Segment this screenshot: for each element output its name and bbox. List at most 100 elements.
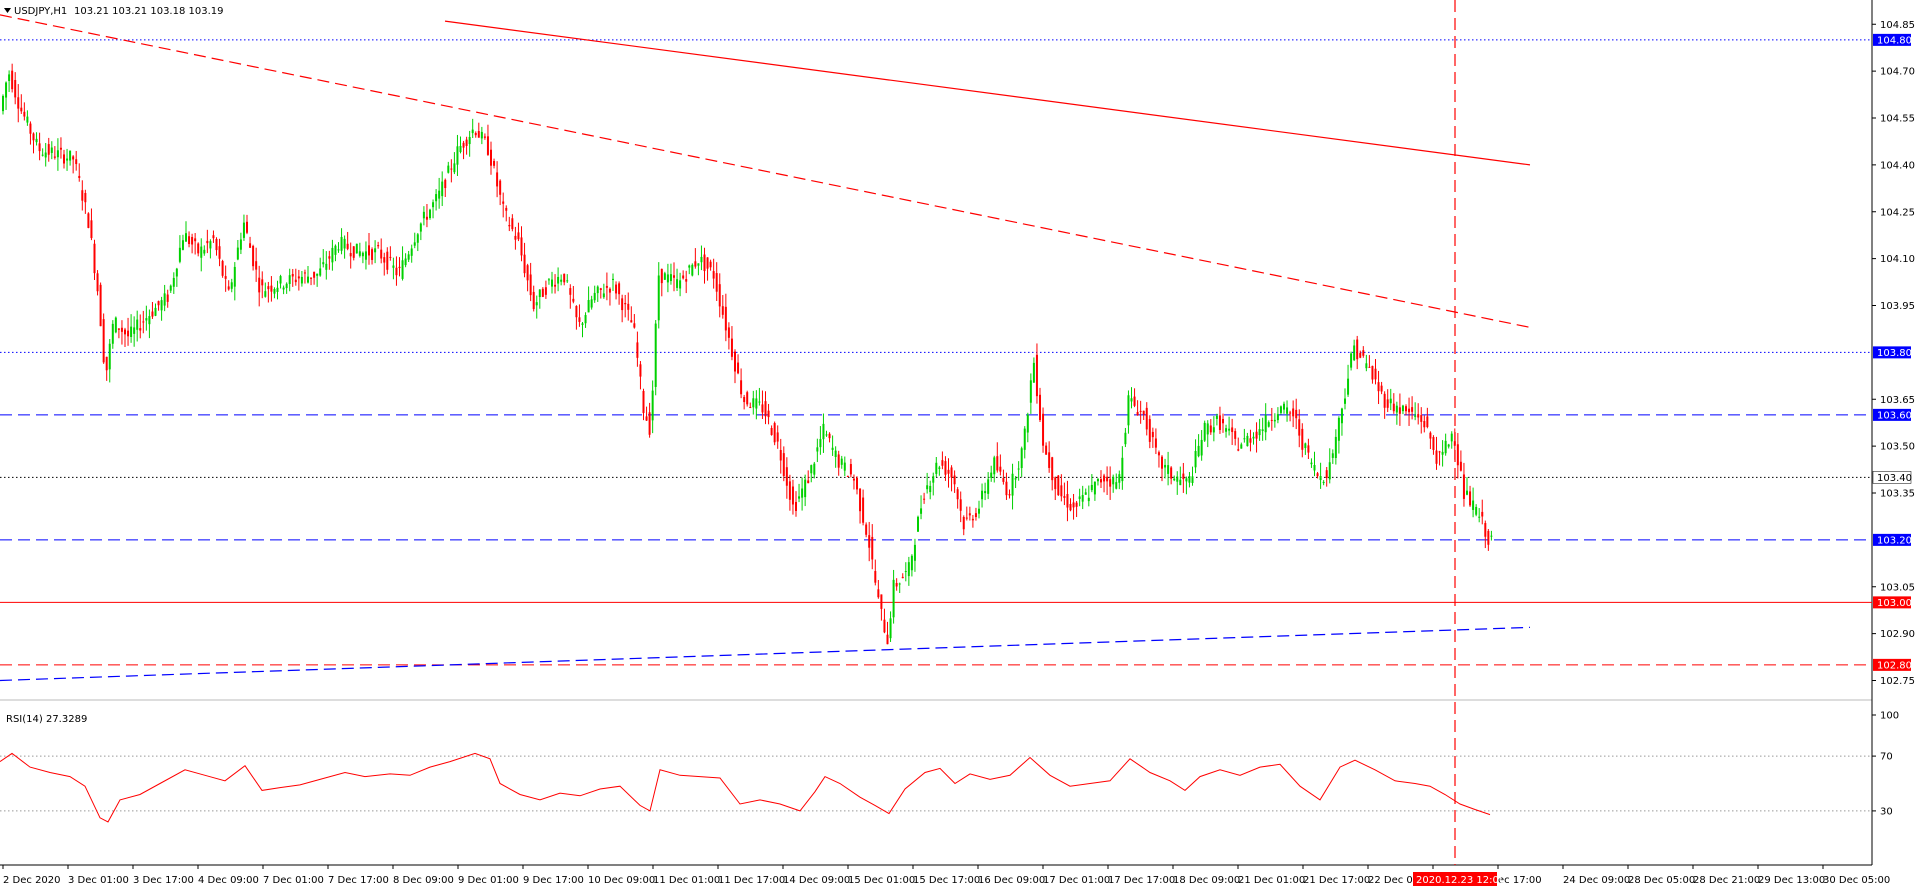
candle-body bbox=[84, 192, 87, 203]
candle-body bbox=[1176, 476, 1179, 482]
candle-body bbox=[1310, 462, 1313, 465]
time-tick-label: 9 Dec 01:00 bbox=[458, 875, 519, 886]
candle-body bbox=[1069, 503, 1072, 511]
candle-body bbox=[865, 524, 868, 535]
time-tick-label: 15 Dec 17:00 bbox=[913, 875, 980, 886]
rsi-line bbox=[0, 752, 1491, 823]
candle-body bbox=[392, 265, 395, 268]
candle-body bbox=[194, 238, 197, 242]
candle-body bbox=[41, 154, 44, 156]
time-tick-label: 4 Dec 09:00 bbox=[198, 875, 259, 886]
candle-body bbox=[1389, 398, 1392, 404]
price-tick-label: 104.85 bbox=[1880, 20, 1915, 31]
candle-body bbox=[633, 323, 636, 328]
candle-body bbox=[1487, 530, 1490, 545]
candle-body bbox=[1447, 444, 1450, 447]
candle-body bbox=[1417, 414, 1420, 418]
candle-body bbox=[14, 80, 17, 98]
candle-body bbox=[1154, 438, 1157, 448]
candle-body bbox=[456, 146, 459, 165]
candle-body bbox=[361, 252, 364, 257]
candle-body bbox=[343, 238, 346, 249]
candle-body bbox=[371, 249, 374, 260]
candle-body bbox=[303, 272, 306, 274]
candle-body bbox=[401, 260, 404, 279]
candle-body bbox=[1456, 444, 1459, 466]
candle-body bbox=[395, 267, 398, 276]
candle-body bbox=[26, 116, 29, 123]
candle-body bbox=[337, 249, 340, 251]
candle-body bbox=[490, 149, 492, 166]
candle-body bbox=[807, 480, 810, 484]
candle-body bbox=[1337, 417, 1340, 441]
candle-body bbox=[1246, 435, 1249, 447]
candle-body bbox=[1377, 382, 1380, 392]
candle-body bbox=[785, 467, 788, 486]
candle-body bbox=[447, 165, 450, 173]
symbol-dropdown-icon[interactable] bbox=[4, 8, 11, 13]
candle-body bbox=[673, 275, 675, 278]
candle-body bbox=[374, 248, 377, 253]
candle-body bbox=[169, 285, 172, 291]
candle-body bbox=[1481, 511, 1484, 517]
candle-body bbox=[1441, 451, 1444, 455]
candle-body bbox=[737, 362, 740, 374]
candle-body bbox=[1112, 476, 1115, 485]
candle-body bbox=[328, 256, 331, 259]
candle-body bbox=[468, 136, 471, 145]
candle-body bbox=[23, 111, 26, 117]
candle-body bbox=[901, 576, 904, 579]
candle-body bbox=[297, 276, 300, 279]
trendline bbox=[0, 626, 1531, 682]
candle-body bbox=[181, 240, 184, 250]
overlay-layer: 2020.12.23 12:00 bbox=[1413, 0, 1505, 886]
candle-body bbox=[1334, 436, 1337, 459]
candle-body bbox=[874, 571, 877, 583]
candle-body bbox=[520, 237, 523, 256]
candle-body bbox=[87, 213, 90, 228]
candle-body bbox=[386, 251, 389, 270]
candle-body bbox=[78, 175, 81, 179]
candle-body bbox=[953, 475, 956, 485]
candle-body bbox=[111, 323, 114, 344]
candle-body bbox=[697, 263, 700, 266]
candle-body bbox=[1240, 444, 1243, 449]
candle-body bbox=[746, 392, 749, 405]
candle-body bbox=[1401, 405, 1404, 412]
candle-body bbox=[926, 485, 929, 490]
candle-body bbox=[688, 265, 691, 268]
candle-body bbox=[682, 275, 685, 279]
candle-body bbox=[749, 406, 752, 408]
ohlc-values: 103.21 103.21 103.18 103.19 bbox=[74, 6, 224, 17]
candle-body bbox=[825, 434, 828, 436]
candle-body bbox=[130, 326, 133, 337]
candle-body bbox=[1231, 427, 1234, 433]
candle-body bbox=[798, 496, 801, 499]
candle-body bbox=[139, 328, 142, 331]
rsi-tick-label: 70 bbox=[1880, 752, 1893, 763]
candle-body bbox=[612, 278, 614, 280]
candle-body bbox=[1200, 439, 1203, 456]
candle-body bbox=[38, 143, 41, 152]
candle-body bbox=[581, 323, 584, 325]
candle-body bbox=[718, 284, 721, 307]
price-tick-label: 103.65 bbox=[1880, 395, 1915, 406]
candle-body bbox=[974, 513, 977, 518]
candle-body bbox=[157, 301, 160, 306]
candle-body bbox=[831, 447, 834, 450]
candle-body bbox=[618, 283, 621, 295]
candle-body bbox=[313, 271, 316, 278]
candle-body bbox=[291, 274, 294, 277]
candle-body bbox=[285, 283, 288, 289]
candle-body bbox=[1078, 496, 1081, 499]
candle-body bbox=[142, 321, 145, 323]
candle-body bbox=[1157, 452, 1160, 456]
candle-body bbox=[1209, 425, 1212, 433]
time-tick-label: ec 17:00 bbox=[1498, 875, 1542, 886]
candle-body bbox=[1127, 395, 1130, 426]
candle-body bbox=[218, 246, 221, 259]
price-tick-label: 102.90 bbox=[1880, 629, 1915, 640]
candle-body bbox=[895, 583, 898, 587]
candle-body bbox=[154, 307, 157, 316]
